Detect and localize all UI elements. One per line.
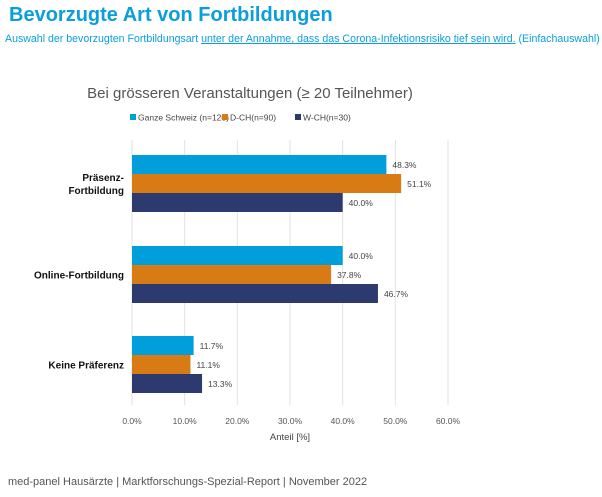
- data-label: 46.7%: [384, 289, 409, 299]
- bar-chart: Bei grösseren Veranstaltungen (≥ 20 Teil…: [34, 85, 461, 443]
- category-label: Fortbildung: [68, 186, 124, 197]
- data-label: 11.7%: [200, 341, 224, 351]
- category-label: Präsenz-: [82, 173, 124, 184]
- legend-label: W-CH(n=30): [303, 113, 351, 123]
- legend-swatch: [130, 114, 136, 120]
- subtitle-part1: Auswahl der bevorzugten Fortbildungsart: [5, 33, 202, 45]
- bar: [132, 284, 378, 303]
- subtitle-part2: (Einfachauswahl): [515, 33, 600, 45]
- bar: [132, 355, 191, 374]
- data-label: 37.8%: [337, 270, 362, 280]
- data-label: 11.1%: [196, 360, 220, 370]
- x-tick-label: 10.0%: [173, 416, 198, 426]
- legend-label: Ganze Schweiz (n=120): [138, 113, 229, 123]
- x-tick-label: 40.0%: [331, 416, 356, 426]
- bar: [132, 174, 402, 193]
- category-label: Keine Präferenz: [48, 361, 124, 372]
- data-label: 40.0%: [349, 198, 374, 208]
- legend-label: D-CH(n=90): [230, 113, 276, 123]
- legend-swatch: [295, 114, 301, 120]
- bar: [132, 155, 387, 174]
- subtitle-underlined: unter der Annahme, dass das Corona-Infek…: [201, 33, 516, 45]
- bar: [132, 374, 203, 393]
- bar: [132, 265, 332, 284]
- chart-title: Bei grösseren Veranstaltungen (≥ 20 Teil…: [87, 85, 413, 102]
- legend-swatch: [222, 114, 228, 120]
- x-tick-label: 60.0%: [436, 416, 461, 426]
- data-label: 13.3%: [208, 379, 233, 389]
- category-label: Online-Fortbildung: [34, 271, 124, 282]
- x-tick-label: 20.0%: [225, 416, 250, 426]
- data-label: 51.1%: [407, 179, 432, 189]
- x-tick-label: 50.0%: [383, 416, 408, 426]
- page-subtitle: Auswahl der bevorzugten Fortbildungsart …: [5, 33, 600, 45]
- bar: [132, 336, 194, 355]
- footer: med-panel Hausärzte | Marktforschungs-Sp…: [8, 476, 368, 488]
- bar: [132, 193, 343, 212]
- bar: [132, 246, 343, 265]
- x-axis-label: Anteil [%]: [270, 432, 310, 443]
- data-label: 40.0%: [349, 251, 374, 261]
- x-tick-label: 30.0%: [278, 416, 303, 426]
- page-title: Bevorzugte Art von Fortbildungen: [9, 4, 333, 26]
- x-tick-label: 0.0%: [122, 416, 142, 426]
- data-label: 48.3%: [392, 160, 417, 170]
